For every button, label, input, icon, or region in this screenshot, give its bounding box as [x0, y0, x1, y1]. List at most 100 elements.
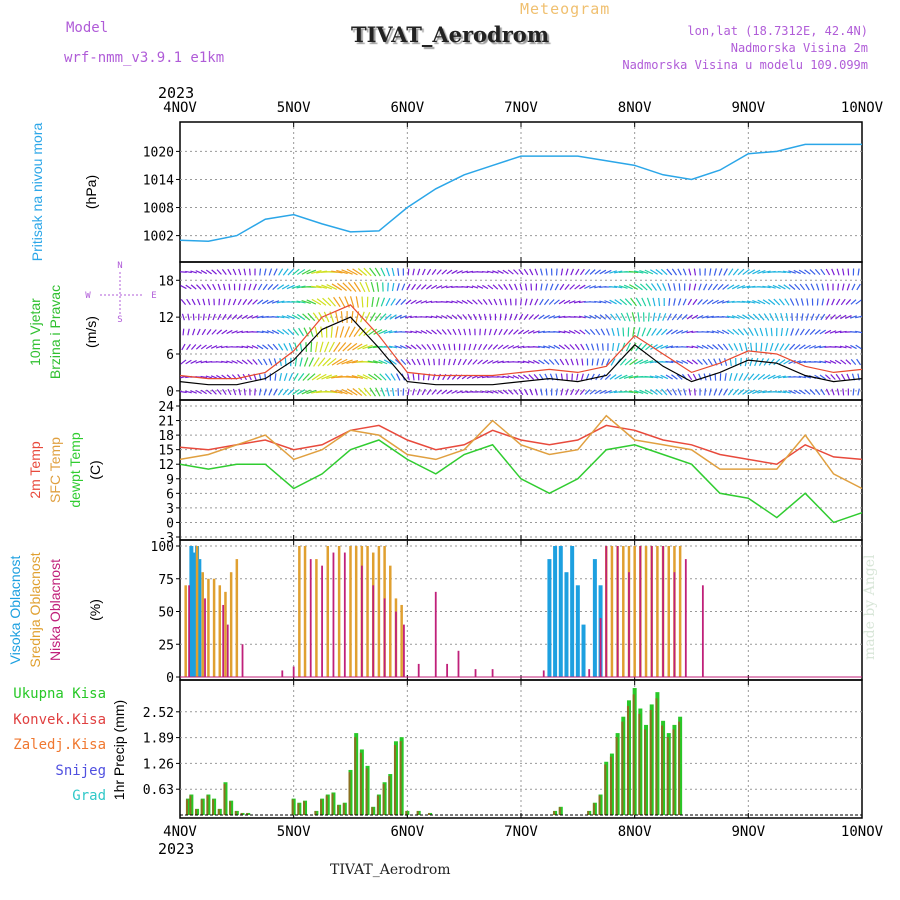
wind-arrow: [702, 299, 709, 305]
cloud-bar-1: [303, 546, 307, 677]
pressure-ytick-label: 1014: [143, 173, 174, 188]
cloud-bar-1: [389, 565, 392, 677]
wind-arrow: [451, 314, 458, 320]
wind-arrow: [599, 269, 607, 275]
wind-arrow: [405, 315, 412, 319]
wind-arrow: [365, 281, 370, 293]
wind-arrow: [619, 298, 628, 306]
wind-arrow: [344, 326, 350, 338]
wind-arrow: [637, 312, 640, 322]
wind-arrow: [747, 389, 756, 395]
wind-arrow: [619, 358, 627, 366]
cloud-bar-1: [224, 591, 227, 677]
wind-arrow: [532, 346, 540, 348]
wind-arrow: [517, 374, 525, 380]
wind-arrow: [292, 268, 300, 276]
wind-arrow: [772, 375, 781, 379]
cloud-bar-2: [491, 669, 494, 677]
bottom-day-label-5nov: 5NOV: [277, 824, 311, 840]
wind-arrow: [724, 358, 728, 366]
wind-arrow: [431, 343, 437, 351]
wind-arrow: [296, 285, 306, 289]
wind-arrow: [773, 358, 781, 366]
wind-arrow: [594, 285, 602, 289]
wind-arrow: [212, 283, 217, 291]
wind-arrow: [181, 343, 186, 351]
panel-temperature: [176, 399, 863, 541]
wind-arrow: [548, 299, 555, 305]
wind-arrow: [411, 358, 416, 366]
wind-arrow: [386, 267, 391, 277]
wind-arrow: [752, 269, 761, 275]
wind-arrow: [421, 388, 426, 396]
wind-arrow: [645, 283, 653, 291]
wind-arrow: [227, 388, 232, 396]
wind-arrow: [310, 341, 313, 353]
wind-arrow: [744, 357, 748, 367]
wind-arrow: [543, 314, 550, 320]
wind-arrow: [362, 374, 373, 380]
wind-arrow: [709, 373, 712, 381]
wind-arrow: [456, 270, 463, 274]
precip-conv-bar: [382, 783, 385, 815]
wind-arrow: [737, 388, 745, 396]
cloud-bar-1: [201, 572, 204, 677]
cloud-bar-1: [678, 546, 682, 677]
cloud-bar-2: [188, 585, 190, 677]
cloud-bar-1: [354, 546, 358, 677]
wind-arrow: [316, 373, 327, 381]
station-title: TIVAT_Aerodrom: [350, 22, 550, 47]
wind-arrow: [348, 326, 356, 338]
wind-arrow: [257, 283, 263, 291]
cloud-bar-2: [343, 552, 346, 677]
wind-arrow: [405, 358, 411, 366]
wind-arrow: [628, 270, 639, 274]
wind-arrow: [291, 314, 301, 320]
wind-arrow: [353, 281, 361, 293]
precipitation-ytick-label: 1.26: [143, 757, 174, 772]
wind-arrow: [226, 360, 233, 364]
wind-arrow: [652, 297, 656, 307]
precip-conv-bar: [189, 795, 192, 815]
wind-arrow: [291, 300, 301, 304]
wind-arrow: [778, 284, 786, 290]
wind-arrow: [237, 374, 243, 380]
wind-arrow: [431, 329, 437, 335]
wind-arrow: [307, 312, 316, 322]
wind-arrow: [426, 268, 432, 276]
wind-arrow: [376, 297, 380, 307]
wind-arrow: [331, 283, 343, 291]
temp-ylabel-2m: 2m Temp: [27, 441, 43, 499]
precip-conv-bar: [587, 811, 590, 815]
wind-arrow: [378, 329, 388, 335]
wind-arrow: [422, 358, 426, 366]
wind-arrow: [333, 341, 341, 353]
wind-arrow: [584, 329, 591, 335]
wind-arrow: [538, 359, 545, 365]
wind-arrow: [231, 314, 238, 320]
wind-arrow: [503, 328, 509, 336]
wind-arrow: [749, 357, 753, 367]
wind-arrow: [401, 283, 406, 291]
wind-arrow: [540, 388, 543, 396]
wind-arrow: [391, 267, 395, 277]
altitude-label: Nadmorska Visina 2m: [730, 41, 868, 55]
wind-arrow: [448, 358, 451, 366]
temperature-ytick-label: 21: [158, 415, 174, 430]
wind-arrow: [441, 285, 448, 289]
wind-arrow: [644, 375, 654, 379]
wind-arrow: [200, 269, 208, 275]
wind-arrow: [641, 297, 647, 307]
wind-arrow: [301, 299, 311, 305]
wind-arrow: [347, 282, 357, 292]
wind-arrow: [436, 329, 442, 335]
wind-arrow: [400, 358, 407, 366]
wind-arrow: [306, 389, 317, 395]
wind-arrow: [686, 330, 694, 334]
wind-arrow: [835, 373, 841, 381]
wind-arrow: [187, 313, 190, 321]
wind-arrow: [584, 284, 591, 290]
wind-arrow: [819, 345, 827, 349]
wind-arrow: [256, 344, 264, 350]
wind-arrow: [517, 360, 525, 364]
